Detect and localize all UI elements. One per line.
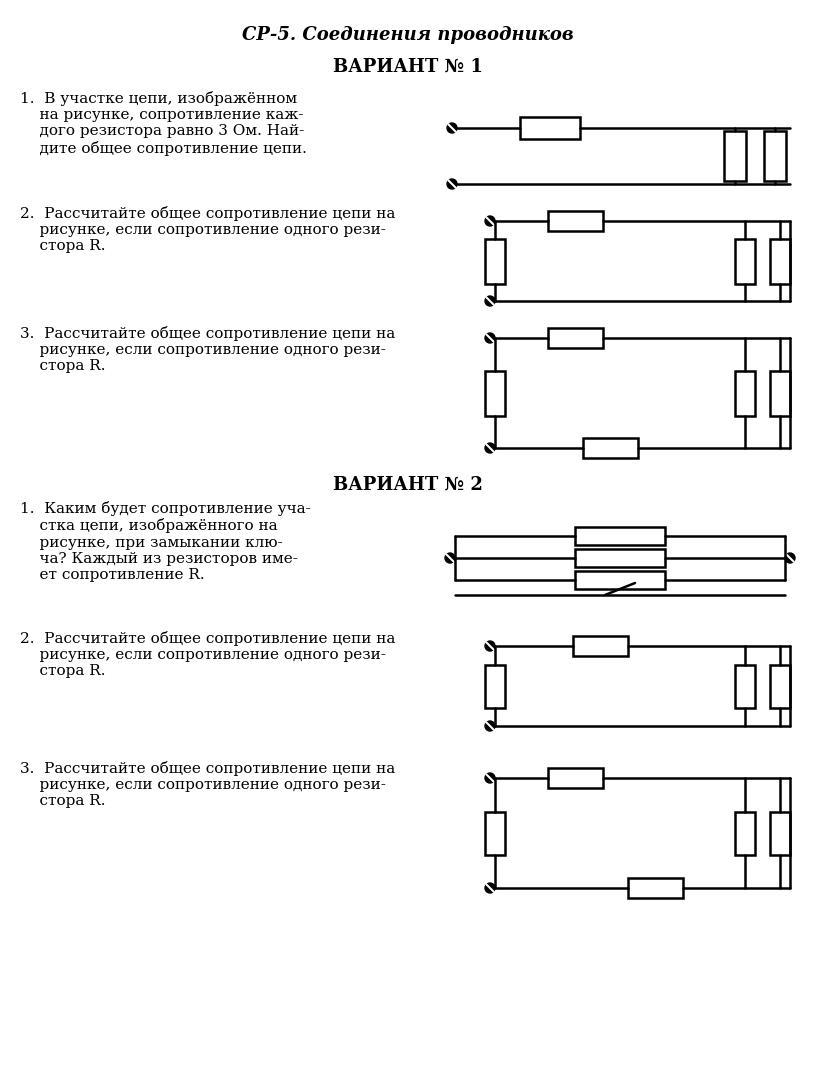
Text: 2.  Рассчитайте общее сопротивление цепи на
    рисунке, если сопротивление одно: 2. Рассчитайте общее сопротивление цепи … — [20, 206, 396, 253]
Bar — [770, 811, 790, 855]
Bar — [735, 665, 755, 707]
Circle shape — [447, 179, 457, 189]
Bar — [583, 438, 637, 458]
Bar — [735, 811, 755, 855]
Circle shape — [447, 123, 457, 132]
Bar — [628, 877, 682, 898]
Bar — [520, 117, 580, 139]
Circle shape — [485, 443, 495, 453]
Circle shape — [485, 296, 495, 306]
Text: 3.  Рассчитайте общее сопротивление цепи на
    рисунке, если сопротивление одно: 3. Рассчитайте общее сопротивление цепи … — [20, 761, 395, 808]
Bar — [573, 636, 628, 656]
Text: 1.  В участке цепи, изображённом
    на рисунке, сопротивление каж-
    дого рез: 1. В участке цепи, изображённом на рисун… — [20, 91, 307, 155]
Circle shape — [445, 553, 455, 563]
Circle shape — [485, 883, 495, 893]
Circle shape — [485, 721, 495, 731]
Bar — [770, 370, 790, 416]
Bar — [735, 370, 755, 416]
Bar — [724, 131, 746, 181]
Bar — [575, 527, 665, 545]
Bar — [764, 131, 786, 181]
Text: 1.  Каким будет сопротивление уча-
    стка цепи, изображённого на
    рисунке, : 1. Каким будет сопротивление уча- стка ц… — [20, 501, 311, 582]
Bar — [485, 811, 505, 855]
Circle shape — [485, 333, 495, 343]
Bar — [548, 768, 602, 788]
Bar — [575, 571, 665, 589]
Text: ВАРИАНТ № 2: ВАРИАНТ № 2 — [333, 476, 483, 494]
Bar — [770, 239, 790, 283]
Bar — [485, 665, 505, 707]
Text: ВАРИАНТ № 1: ВАРИАНТ № 1 — [333, 58, 483, 76]
Circle shape — [485, 773, 495, 783]
Bar — [575, 550, 665, 567]
Bar — [735, 239, 755, 283]
Bar — [485, 370, 505, 416]
Text: 3.  Рассчитайте общее сопротивление цепи на
    рисунке, если сопротивление одно: 3. Рассчитайте общее сопротивление цепи … — [20, 326, 395, 374]
Text: 2.  Рассчитайте общее сопротивление цепи на
    рисунке, если сопротивление одно: 2. Рассчитайте общее сопротивление цепи … — [20, 631, 396, 679]
Circle shape — [785, 553, 795, 563]
Circle shape — [485, 641, 495, 651]
Bar — [548, 328, 602, 348]
Text: СР-5. Соединения проводников: СР-5. Соединения проводников — [242, 26, 574, 45]
Bar — [485, 239, 505, 283]
Circle shape — [485, 216, 495, 226]
Bar — [770, 665, 790, 707]
Bar — [548, 211, 602, 231]
